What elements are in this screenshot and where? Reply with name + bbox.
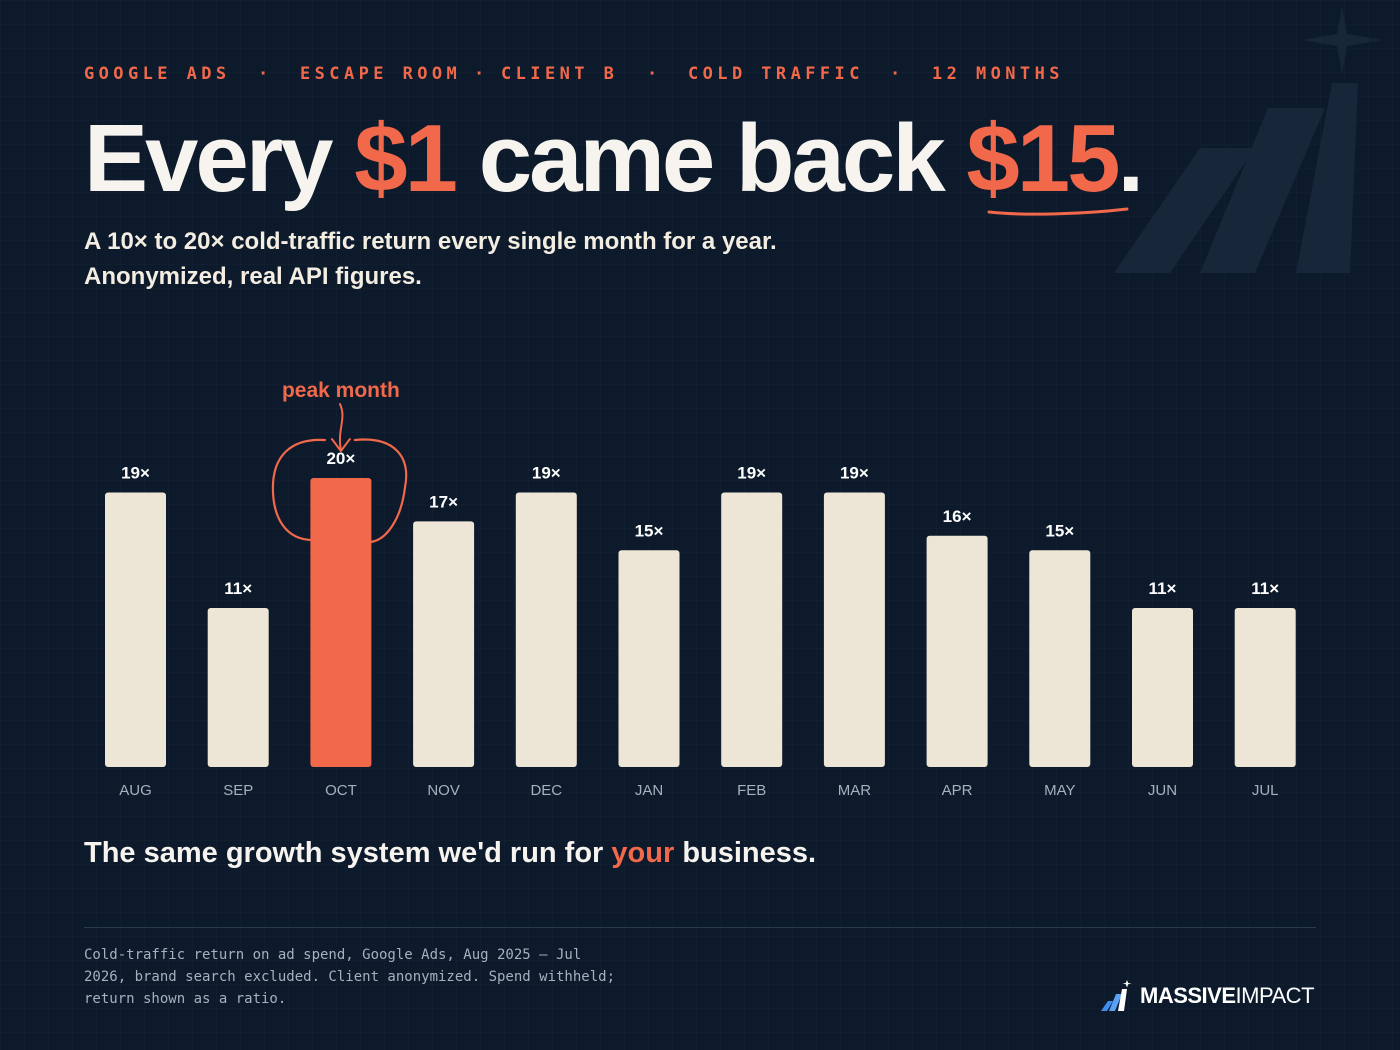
category-label-aug: AUG [119,782,152,799]
category-label-oct: OCT [325,782,357,799]
eyebrow-separator: · [474,64,489,84]
value-label-jun: 11× [1149,579,1177,598]
eyebrow-item-period: 12 MONTHS [932,64,1064,84]
category-label-dec: DEC [530,782,562,799]
category-label-jan: JAN [635,782,663,799]
eyebrow-separator: · [258,64,273,84]
value-label-feb: 19× [737,463,766,482]
headline-period: . [1117,105,1145,212]
bar-sep [207,608,269,767]
decorative-bars-graphic [1114,6,1382,273]
bar-jul [1234,608,1296,767]
category-label-may: MAY [1044,782,1075,799]
annotation-arrow-head-icon [330,438,351,452]
footnote-line-2: 2026, brand search excluded. Client anon… [84,969,616,985]
eyebrow-separator: · [890,64,905,84]
bar-oct [310,478,372,767]
brand-logo: MASSIVEIMPACT [1100,976,1315,1016]
tagline-after: business. [682,837,817,869]
tagline-before: The same growth system we'd run for [84,837,604,869]
value-label-dec: 19× [532,463,561,482]
value-label-aug: 19× [121,463,150,482]
value-label-mar: 19× [840,463,869,482]
value-label-jan: 15× [635,521,664,540]
footnote-line-1: Cold-traffic return on ad spend, Google … [84,947,582,963]
bar-chart-logo-icon [1101,980,1132,1011]
eyebrow-item-traffic: COLD TRAFFIC [688,64,864,84]
eyebrow-item-industry: ESCAPE ROOM [300,64,462,84]
bar-jan [618,550,680,767]
tagline-highlight: your [611,837,675,869]
subtitle: A 10× to 20× cold-traffic return every s… [84,224,984,294]
brand-name-light: IMPACT [1235,983,1315,1008]
eyebrow-separator: · [647,64,662,84]
category-label-mar: MAR [838,782,872,799]
category-label-nov: NOV [427,782,460,799]
bar-apr [926,535,988,767]
subtitle-line-2: Anonymized, real API figures. [84,263,422,290]
subtitle-line-1: A 10× to 20× cold-traffic return every s… [84,228,777,255]
bar-feb [721,492,783,767]
value-label-nov: 17× [429,492,458,511]
value-label-sep: 11× [224,579,252,598]
brand-name-bold: MASSIVE [1140,983,1236,1008]
peak-month-annotation-label: peak month [282,379,400,402]
bar-chart: 19× AUG 11× SEP 20× OCT 17× NOV 19× DEC 15× JAN 19× F… [105,379,1296,799]
sparkle-icon [1302,6,1382,74]
category-label-apr: APR [942,782,973,799]
divider [84,927,1316,928]
eyebrow-breadcrumb: GOOGLE ADS · ESCAPE ROOM · CLIENT B · CO… [84,64,1184,88]
bar-may [1029,550,1091,767]
headline-part-1: Every [84,105,334,212]
bar-nov [413,521,475,767]
annotation-arrow-line [338,403,344,451]
headline: Every $1 came back $15. [84,104,1145,214]
headline-underline [987,207,1129,216]
bar-dec [515,492,577,767]
footnote-line-3: return shown as a ratio. [84,991,287,1007]
category-label-jul: JUL [1252,782,1279,799]
headline-accent-return: $15 [966,105,1120,212]
bar-aug [105,492,166,767]
headline-part-2: came back [478,105,946,212]
annotation-circle [271,438,408,544]
value-label-may: 15× [1045,521,1074,540]
headline-accent-spend: $1 [354,105,458,212]
eyebrow-item-platform: GOOGLE ADS [84,64,231,84]
category-label-sep: SEP [223,782,253,799]
value-label-apr: 16× [943,507,972,526]
bar-mar [823,492,885,767]
footnote: Cold-traffic return on ad spend, Google … [84,944,684,1010]
bar-jun [1132,608,1193,767]
category-label-jun: JUN [1148,782,1177,799]
value-label-jul: 11× [1251,579,1279,598]
brand-name: MASSIVEIMPACT [1140,983,1315,1009]
value-label-oct: 20× [326,449,355,468]
eyebrow-item-client: CLIENT B [501,64,619,84]
category-label-feb: FEB [737,782,766,799]
tagline: The same growth system we'd run for your… [84,834,816,872]
